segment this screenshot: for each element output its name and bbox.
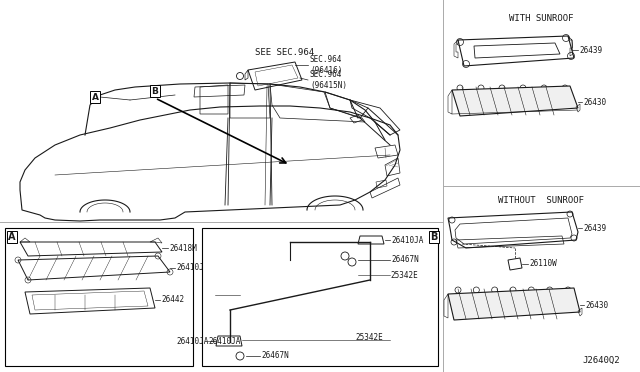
- Text: 26467N: 26467N: [261, 352, 289, 360]
- Polygon shape: [452, 86, 578, 116]
- Text: SEC.964
(96416): SEC.964 (96416): [310, 55, 342, 75]
- Text: 25342E: 25342E: [390, 270, 418, 279]
- Text: 26110W: 26110W: [529, 260, 557, 269]
- Text: 26439: 26439: [583, 224, 606, 232]
- Text: 26442: 26442: [161, 295, 184, 305]
- Polygon shape: [448, 288, 580, 320]
- Text: SEE SEC.964: SEE SEC.964: [255, 48, 314, 57]
- Text: J2640Q2: J2640Q2: [582, 356, 620, 365]
- Text: B: B: [430, 232, 437, 242]
- Text: 26410JA: 26410JA: [177, 337, 209, 346]
- Bar: [5, 228, 193, 366]
- Text: 26430: 26430: [585, 301, 608, 310]
- Text: WITH SUNROOF: WITH SUNROOF: [509, 13, 573, 22]
- Text: 26415N: 26415N: [0, 371, 1, 372]
- Text: B: B: [152, 87, 159, 96]
- Text: 26430: 26430: [583, 97, 606, 106]
- Text: 25342E: 25342E: [355, 334, 383, 343]
- Text: 26410J: 26410J: [176, 263, 204, 273]
- Text: 26439: 26439: [579, 45, 602, 55]
- Text: 26410JA: 26410JA: [391, 235, 424, 244]
- Text: A: A: [92, 93, 99, 102]
- Text: 26410JA: 26410JA: [208, 337, 241, 346]
- Text: WITHOUT  SUNROOF: WITHOUT SUNROOF: [498, 196, 584, 205]
- Text: 26418M: 26418M: [169, 244, 196, 253]
- Bar: [202, 228, 438, 366]
- Text: 26467N: 26467N: [391, 256, 419, 264]
- Text: A: A: [8, 232, 15, 242]
- Text: SEC.964
(96415N): SEC.964 (96415N): [310, 70, 347, 90]
